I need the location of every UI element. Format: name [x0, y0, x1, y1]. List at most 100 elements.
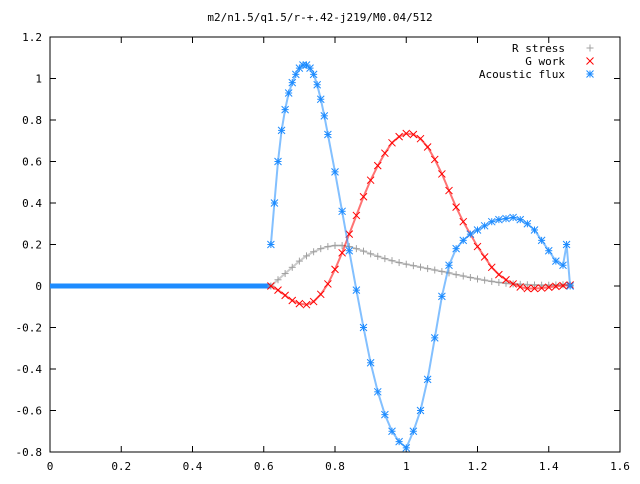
data-point	[452, 271, 460, 279]
data-point	[267, 282, 275, 290]
data-point	[487, 217, 496, 226]
data-point	[502, 279, 510, 287]
y-tick-label: 0.8	[22, 114, 42, 127]
data-point	[466, 273, 474, 281]
data-point	[324, 243, 332, 251]
data-point	[544, 246, 553, 255]
data-point	[359, 192, 368, 201]
data-point	[324, 280, 332, 288]
data-point	[331, 242, 339, 250]
data-point	[309, 70, 318, 79]
data-point	[509, 213, 517, 222]
data-point	[288, 78, 297, 87]
data-point	[277, 126, 286, 135]
data-point	[395, 437, 403, 446]
data-point	[274, 286, 282, 295]
x-tick-label: 0.8	[325, 460, 345, 473]
legend-label: Acoustic flux	[479, 68, 565, 81]
data-point	[309, 297, 318, 306]
y-tick-label: 0.4	[22, 197, 42, 210]
data-point	[502, 214, 510, 223]
data-point	[402, 443, 411, 452]
data-point	[324, 130, 332, 139]
data-point	[509, 280, 517, 288]
data-point	[445, 186, 453, 195]
data-point	[409, 130, 418, 139]
data-point	[424, 265, 432, 273]
series-acoustic-flux	[267, 61, 574, 452]
data-point	[360, 247, 367, 255]
data-point	[281, 291, 289, 300]
axes-group: 0 0.2 0.4 0.6 0.8 1 1.2 1.4 1.6 -0.8 -0.6 -0.4 -0.2 0…	[16, 31, 630, 473]
data-point	[274, 157, 282, 166]
data-point	[417, 263, 424, 271]
data-point	[430, 334, 439, 342]
data-point	[552, 282, 560, 291]
data-point	[474, 275, 481, 283]
data-point	[459, 272, 467, 280]
data-point	[316, 95, 325, 104]
data-point	[338, 207, 346, 216]
data-point	[423, 375, 432, 384]
data-point	[299, 61, 307, 69]
data-point	[544, 283, 553, 292]
data-point	[331, 168, 339, 176]
data-point	[288, 296, 297, 305]
data-point	[281, 270, 289, 278]
data-point	[473, 242, 482, 251]
data-point	[559, 281, 567, 290]
data-point	[516, 283, 525, 291]
x-tick-label: 0.2	[111, 460, 131, 473]
data-point	[409, 262, 417, 270]
x-tick-label: 1.4	[539, 460, 559, 473]
data-point	[366, 358, 375, 367]
y-tick-label: 1	[35, 73, 42, 86]
y-tick-label: 1.2	[22, 31, 42, 44]
data-point	[267, 240, 275, 249]
data-point	[284, 89, 293, 97]
y-tick-label: -0.2	[16, 322, 43, 335]
data-point	[274, 276, 282, 284]
series-r-stress	[267, 242, 574, 290]
data-point	[373, 161, 382, 170]
y-tick-label: -0.4	[16, 363, 43, 376]
data-point	[531, 281, 538, 289]
data-point	[316, 290, 325, 299]
data-point	[295, 299, 304, 308]
data-point	[295, 257, 303, 265]
data-point	[367, 250, 375, 258]
data-point	[374, 252, 382, 260]
legend-label: G work	[525, 55, 565, 68]
data-point	[381, 410, 389, 419]
data-point	[317, 245, 325, 253]
marks-group	[50, 61, 574, 452]
data-point	[338, 248, 346, 257]
data-point	[310, 248, 318, 256]
data-point	[402, 260, 410, 268]
data-point	[438, 292, 446, 301]
data-point	[495, 215, 503, 224]
data-point	[452, 244, 460, 253]
data-point	[402, 129, 411, 138]
x-tick-label: 1.6	[610, 460, 630, 473]
data-point	[416, 134, 425, 143]
data-point	[303, 252, 310, 260]
data-point	[395, 259, 403, 267]
data-point	[320, 111, 329, 120]
data-point	[331, 265, 339, 274]
series-trail	[269, 64, 572, 450]
data-point	[313, 80, 322, 89]
data-point	[431, 266, 439, 274]
data-point	[459, 217, 468, 226]
data-point	[302, 300, 311, 309]
y-tick-label: -0.6	[16, 405, 43, 418]
data-point	[270, 199, 279, 207]
data-point	[345, 246, 354, 255]
data-point	[445, 261, 453, 270]
data-point	[381, 255, 389, 263]
data-point	[388, 257, 396, 265]
data-point	[523, 281, 531, 289]
data-point	[466, 230, 475, 238]
